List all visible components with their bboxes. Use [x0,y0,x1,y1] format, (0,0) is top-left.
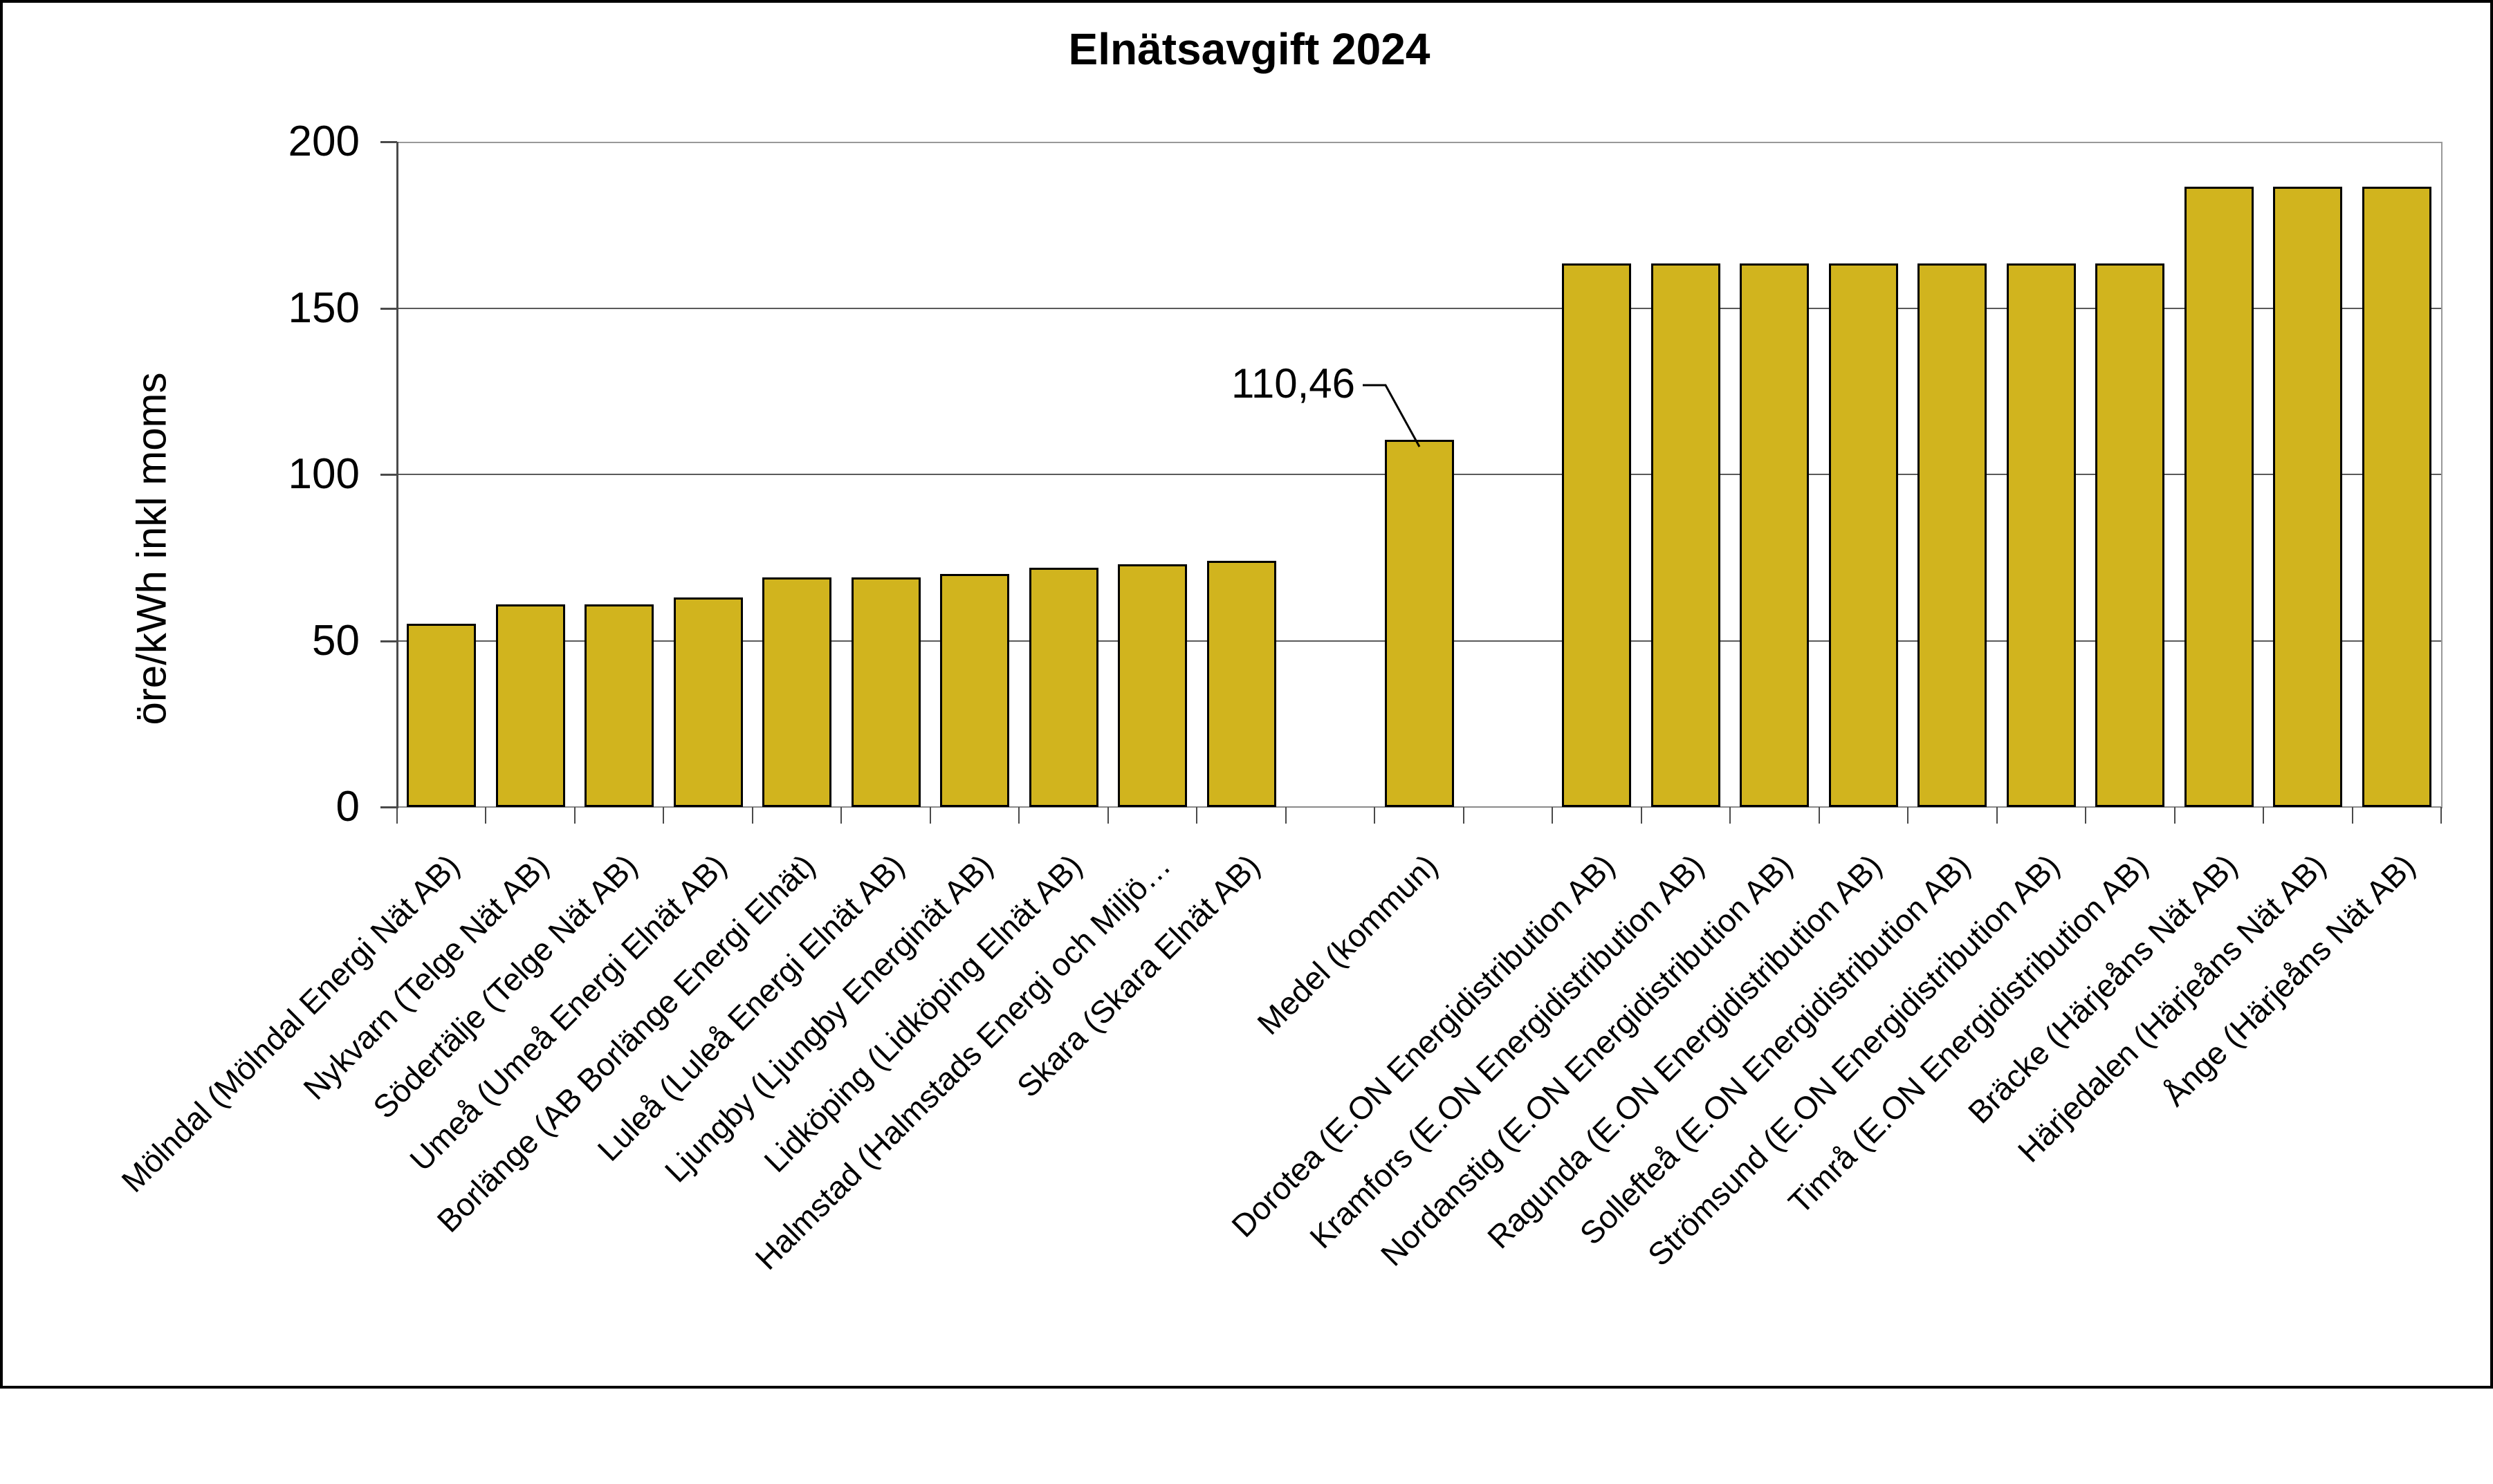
chart-canvas: Elnätsavgift 2024 öre/kWh inkl moms 0 50 1… [0,0,2493,1389]
bar-Bräcke (Härjeåns Nät AB) [2184,187,2254,807]
bar-Halmstad (Halmstads Energi och Miljö… [1118,564,1187,807]
bar-Ljungby (Ljungby Energinät AB) [940,574,1009,807]
bar-Mölndal (Mölndal Energi Nät AB) [407,624,476,807]
y-axis-title: öre/kWh inkl moms [128,372,175,725]
bar-Medel (kommun) [1385,440,1454,807]
bar-Luleå (Luleå Energi Elnät AB) [852,577,921,807]
x-axis-tick [1374,807,1376,824]
x-axis-tick [2440,807,2442,824]
y-tick-label-200: 200 [288,118,360,165]
gridline-150 [397,307,2441,309]
x-axis-tick [396,807,398,824]
x-axis-line [397,806,2441,808]
x-axis-tick [485,807,487,824]
y-tick-label-50: 50 [312,616,360,665]
bar-Södertälje (Telge Nät AB) [585,604,654,807]
x-axis-tick [929,807,931,824]
y-tick-100 [380,474,397,476]
bar-Härjedalen (Härjeåns Nät AB) [2273,187,2342,807]
x-axis-tick [1729,807,1731,824]
x-axis-tick [1818,807,1820,824]
x-axis-tick [1196,807,1198,824]
bar-Timrå (E.ON Energidistribution AB) [2095,263,2164,807]
x-axis-tick [1285,807,1287,824]
bar-Umeå (Umeå Energi Elnät AB) [674,597,743,807]
x-axis-tick [2173,807,2175,824]
x-axis-tick [573,807,576,824]
y-tick-200 [380,141,397,143]
bar-Ragunda (E.ON Energidistribution AB) [1829,263,1898,807]
chart-title: Elnätsavgift 2024 [1068,24,1431,74]
y-tick-label-150: 150 [288,284,360,332]
bar-Lidköping (Lidköping Elnät AB) [1029,568,1098,807]
x-axis-tick [1996,807,1998,824]
y-tick-label-100: 100 [288,450,360,498]
y-tick-50 [380,640,397,642]
x-axis-tick [1018,807,1020,824]
bar-Borlänge (AB Borlänge Energi Elnät) [762,577,831,807]
x-axis-tick [1640,807,1642,824]
x-axis-tick [2263,807,2265,824]
bar-Sollefteå (E.ON Energidistribution AB) [1917,263,1987,807]
bar-Strömsund (E.ON Energidistribution AB) [2007,263,2076,807]
bar-Ånge (Härjeåns Nät AB) [2362,187,2431,807]
y-tick-label-0: 0 [335,783,360,831]
bar-Kramfors (E.ON Energidistribution AB) [1651,263,1720,807]
x-axis-tick [840,807,843,824]
y-axis-line [396,142,398,808]
x-axis-tick [1552,807,1554,824]
x-axis-tick [1462,807,1464,824]
x-axis-tick [663,807,665,824]
x-axis-tick [2351,807,2353,824]
bar-Skara (Skara Elnät AB) [1207,561,1276,807]
x-axis-tick [1907,807,1909,824]
y-tick-0 [380,806,397,808]
x-axis-tick [2085,807,2087,824]
bar-Nykvarn (Telge Nät AB) [496,604,565,807]
plot-area [397,142,2443,808]
bar-Dorotea (E.ON Energidistribution AB) [1562,263,1631,807]
x-axis-tick [751,807,753,824]
y-tick-150 [380,307,397,310]
bar-Nordanstig (E.ON Energidistribution AB) [1740,263,1809,807]
annotation-value-label: 110,46 [1231,360,1355,407]
x-axis-tick [1107,807,1109,824]
